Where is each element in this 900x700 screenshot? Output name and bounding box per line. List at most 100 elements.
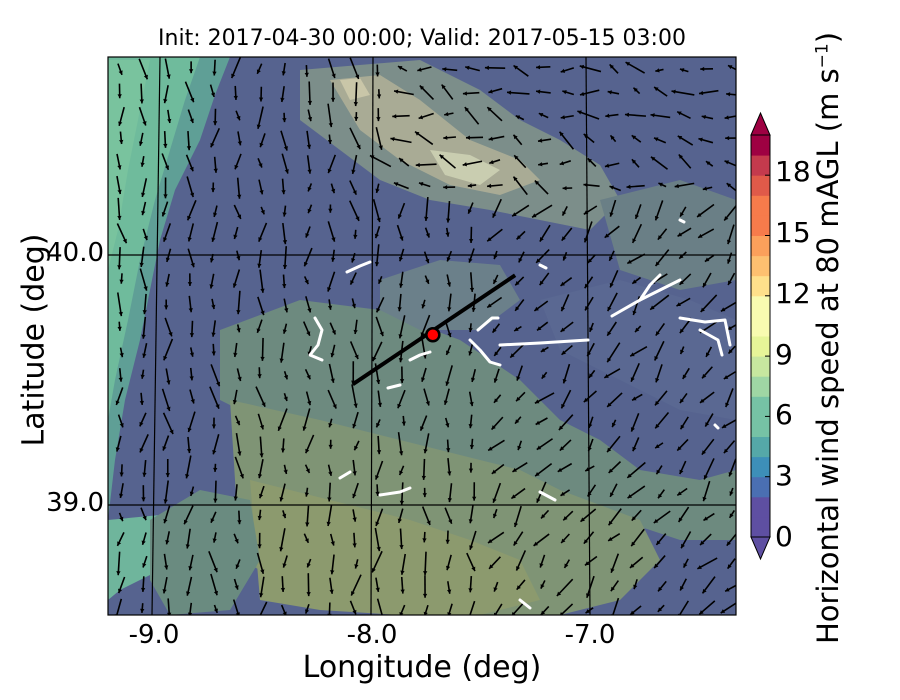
wind-arrow-head xyxy=(327,168,332,174)
wind-arrow-head xyxy=(190,399,195,404)
wind-arrow-head xyxy=(559,161,565,166)
wind-arrow-head xyxy=(562,90,567,95)
wind-arrow-head xyxy=(515,419,520,424)
wind-arrow-head xyxy=(189,118,194,123)
wind-arrow-head xyxy=(399,379,405,384)
wind-arrow-head xyxy=(679,469,684,475)
wind-arrow-head xyxy=(330,352,335,358)
wind-arrow-head xyxy=(539,237,544,242)
wind-arrow-head xyxy=(534,180,540,185)
wind-arrow-head xyxy=(541,374,546,379)
wind-arrow-head xyxy=(445,350,450,355)
colorbar-level xyxy=(751,135,770,156)
wind-arrow-head xyxy=(585,609,591,614)
wind-arrow-head xyxy=(307,116,313,122)
wind-arrow-head xyxy=(679,398,685,404)
wind-arrow xyxy=(425,197,429,221)
wind-arrow-head xyxy=(352,423,357,429)
wind-arrow-head xyxy=(656,469,661,475)
colorbar xyxy=(750,111,771,561)
wind-arrow-head xyxy=(307,208,312,214)
wind-arrow-head xyxy=(189,352,195,357)
wind-vectors xyxy=(114,57,736,615)
wind-arrow-head xyxy=(417,67,422,72)
wind-arrow-head xyxy=(122,238,127,244)
wind-arrow-head xyxy=(400,570,405,575)
wind-arrow-head xyxy=(280,587,286,592)
wind-arrow-head xyxy=(329,589,334,594)
wind-arrow-head xyxy=(604,374,609,378)
wind-arrow-head xyxy=(164,305,169,310)
wind-arrow-head xyxy=(397,214,402,219)
wind-arrow-head xyxy=(351,303,356,309)
wind-arrow-head xyxy=(210,92,216,97)
wind-arrow-head xyxy=(398,283,404,288)
wind-arrow-head xyxy=(397,403,402,409)
wind-arrow-head xyxy=(536,65,541,70)
wind-arrow-head xyxy=(562,256,567,261)
wind-arrow-head xyxy=(536,445,542,450)
wind-arrow-head xyxy=(163,355,168,361)
wind-arrow-head xyxy=(631,516,637,521)
wind-arrow-head xyxy=(469,545,474,550)
wind-arrow-head xyxy=(674,183,679,189)
colorbar-tick-label: 0 xyxy=(775,520,793,553)
wind-arrow-head xyxy=(468,424,473,429)
wind-arrow-head xyxy=(539,563,544,568)
wind-arrow-head xyxy=(209,258,215,263)
wind-arrow xyxy=(116,598,123,615)
wind-arrow-head xyxy=(445,422,450,428)
wind-arrow-head xyxy=(234,538,239,544)
wind-arrow-head xyxy=(307,186,312,192)
wind-arrow-head xyxy=(117,215,122,220)
wind-arrow-head xyxy=(397,518,402,523)
colorbar-level xyxy=(751,336,770,357)
wind-arrow-head xyxy=(536,498,541,503)
wind-arrow-head xyxy=(724,115,729,120)
y-tick-label: 40.0 xyxy=(46,238,104,268)
chart-title: Init: 2017-04-30 00:00; Valid: 2017-05-1… xyxy=(158,26,686,51)
wind-arrow-head xyxy=(424,216,429,221)
wind-arrow-head xyxy=(117,326,122,331)
wind-arrow-head xyxy=(183,519,188,525)
wind-arrow-head xyxy=(354,354,359,360)
wind-arrow-head xyxy=(189,166,194,172)
wind-arrow-head xyxy=(538,162,543,167)
wind-arrow-head xyxy=(560,491,566,496)
wind-arrow-head xyxy=(282,118,287,123)
colorbar-level xyxy=(751,456,770,478)
wind-arrow-head xyxy=(610,568,615,573)
wind-arrow-head xyxy=(702,496,707,502)
wind-arrow-head xyxy=(394,89,399,94)
wind-arrow-head xyxy=(376,379,381,384)
wind-arrow-head xyxy=(163,237,168,242)
wind-arrow-head xyxy=(256,124,261,129)
wind-arrow-head xyxy=(720,609,726,614)
wind-arrow xyxy=(469,600,476,615)
wind-arrow-head xyxy=(187,282,193,287)
wind-arrow-head xyxy=(304,72,309,77)
wind-arrow-head xyxy=(447,471,452,476)
wind-arrow-head xyxy=(257,515,262,521)
wind-arrow-head xyxy=(233,95,238,100)
wind-arrow-head xyxy=(611,422,616,428)
wind-arrow-head xyxy=(445,565,451,571)
wind-arrow-head xyxy=(213,567,218,573)
wind-arrow-head xyxy=(283,396,288,402)
wind-arrow-head xyxy=(511,611,516,615)
wind-arrow-head xyxy=(492,213,497,218)
wind-arrow-head xyxy=(632,396,637,401)
wind-arrow-head xyxy=(654,87,659,92)
wind-arrow-head xyxy=(443,400,448,405)
wind-arrow-head xyxy=(210,188,216,193)
wind-arrow-head xyxy=(307,169,312,174)
wind-arrow-head xyxy=(330,541,335,546)
wind-arrow-head xyxy=(423,448,428,454)
wind-arrow-head xyxy=(700,307,705,312)
wind-arrow-head xyxy=(330,257,336,262)
colorbar-tick-label: 9 xyxy=(775,338,793,371)
wind-arrow-head xyxy=(701,450,707,455)
wind-arrow-head xyxy=(185,544,190,549)
wind-arrow-head xyxy=(258,163,263,168)
wind-arrow-head xyxy=(562,186,567,191)
